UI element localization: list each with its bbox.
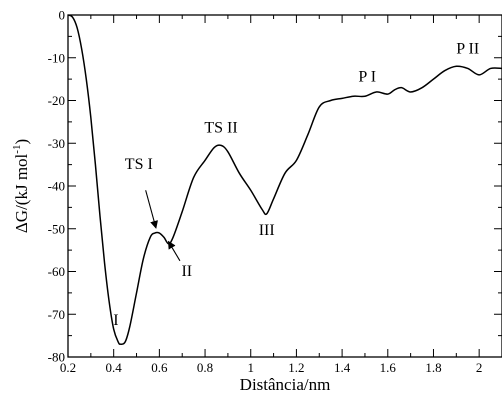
y-tick-label: -10 — [48, 50, 65, 65]
y-tick-label: -70 — [48, 307, 65, 322]
y-tick-label: 0 — [59, 8, 66, 23]
plot-frame — [67, 14, 502, 358]
x-tick-label: 0.2 — [60, 360, 76, 375]
x-tick-label: 2 — [476, 360, 483, 375]
annotation-label: III — [259, 222, 275, 239]
y-axis-title-close: ) — [12, 139, 31, 145]
x-axis-title: Distância/nm — [240, 375, 331, 394]
x-tick-label: 1 — [247, 360, 254, 375]
annotation-label: II — [181, 263, 192, 280]
y-axis-title: ΔG/(kJ mol-1) — [11, 139, 31, 233]
annotation-label: TS II — [204, 120, 237, 137]
annotation-arrow — [145, 190, 158, 229]
x-tick-label: 1.6 — [380, 360, 397, 375]
y-tick-label: -60 — [48, 264, 65, 279]
y-tick-label: -80 — [48, 350, 65, 365]
annotation-arrows — [145, 190, 181, 262]
annotation-label: TS I — [125, 156, 153, 173]
x-tick-label: 0.8 — [197, 360, 213, 375]
x-tick-label: 1.2 — [288, 360, 304, 375]
annotation-arrow — [167, 240, 181, 262]
y-tick-label: -30 — [48, 136, 65, 151]
x-tick-label: 1.4 — [334, 360, 351, 375]
x-tick-label: 0.6 — [151, 360, 168, 375]
annotation-label: P II — [456, 40, 479, 57]
x-axis-ticks: 0.2 0.4 0.6 0.8 1 1.2 1.4 1.6 1.8 2 — [60, 15, 483, 375]
y-axis-title-superscript: -1 — [11, 145, 23, 154]
y-tick-label: -20 — [48, 93, 65, 108]
y-tick-label: -50 — [48, 221, 65, 236]
x-tick-label: 1.8 — [425, 360, 441, 375]
annotations: I TS I II TS II III P I P II — [113, 40, 479, 328]
y-axis-title-main: ΔG/(kJ mol — [12, 153, 31, 233]
annotation-label: P I — [358, 68, 376, 85]
y-tick-label: -40 — [48, 179, 65, 194]
annotation-label: I — [113, 312, 118, 329]
y-axis-ticks: 0 -10 -20 -30 -40 -50 -60 -70 -80 — [48, 8, 502, 365]
x-tick-label: 0.4 — [106, 360, 123, 375]
series-line — [67, 14, 502, 346]
